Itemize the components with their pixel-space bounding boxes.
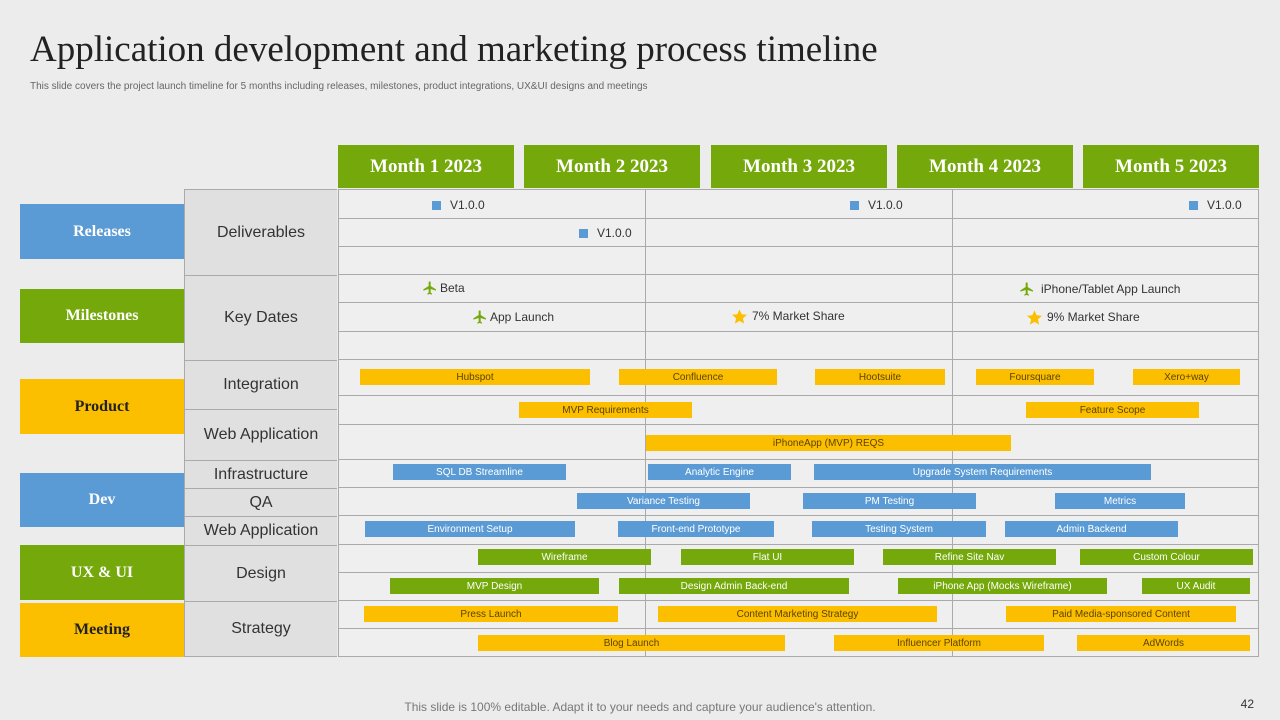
task-bar: Upgrade System Requirements	[814, 464, 1151, 480]
task-bar: Blog Launch	[478, 635, 785, 651]
subcategory-strategy: Strategy	[185, 601, 337, 657]
category-product: Product	[20, 379, 184, 434]
category-dev: Dev	[20, 473, 184, 527]
square-marker-icon	[579, 228, 588, 238]
task-bar: Confluence	[619, 369, 777, 385]
task-bar: Admin Backend	[1005, 521, 1178, 537]
grid-row-line	[338, 424, 1259, 425]
task-bar: Custom Colour	[1080, 549, 1253, 565]
square-marker-icon	[1189, 200, 1198, 210]
task-bar: Design Admin Back-end	[619, 578, 849, 594]
task-bar: MVP Requirements	[519, 402, 692, 418]
deliverable-marker: V1.0.0	[432, 197, 485, 213]
category-milestones: Milestones	[20, 289, 184, 343]
month-header-5: Month 5 2023	[1083, 145, 1259, 188]
grid-row-line	[338, 628, 1259, 629]
square-marker-icon	[432, 200, 441, 210]
subcategory-qa: QA	[185, 488, 337, 516]
task-bar: Xero+way	[1133, 369, 1240, 385]
category-releases: Releases	[20, 204, 184, 259]
task-bar: Metrics	[1055, 493, 1185, 509]
grid-row-line	[338, 359, 1259, 360]
airplane-icon	[473, 310, 486, 324]
month-header-3: Month 3 2023	[711, 145, 887, 188]
task-bar: Front-end Prototype	[618, 521, 774, 537]
grid-row-line	[338, 302, 1259, 303]
key-date-marker: iPhone/Tablet App Launch	[1019, 281, 1180, 297]
key-date-marker: 7% Market Share	[731, 308, 845, 324]
deliverable-marker: V1.0.0	[1189, 197, 1242, 213]
category-ux-ui: UX & UI	[20, 545, 184, 600]
task-bar: iPhoneApp (MVP) REQS	[646, 435, 1011, 451]
subcategory-integration: Integration	[185, 360, 337, 409]
task-bar: Variance Testing	[577, 493, 750, 509]
square-marker-icon	[850, 200, 859, 210]
grid-column-line	[645, 189, 646, 657]
month-header-1: Month 1 2023	[338, 145, 514, 188]
task-bar: MVP Design	[390, 578, 599, 594]
task-bar: Flat UI	[681, 549, 854, 565]
key-date-marker: Beta	[422, 280, 465, 296]
task-bar: Press Launch	[364, 606, 618, 622]
task-bar: Feature Scope	[1026, 402, 1199, 418]
task-bar: Content Marketing Strategy	[658, 606, 937, 622]
grid-row-line	[338, 544, 1259, 545]
grid-row-line	[338, 600, 1259, 601]
footer-note: This slide is 100% editable. Adapt it to…	[404, 700, 876, 714]
task-bar: UX Audit	[1142, 578, 1250, 594]
grid-row-line	[338, 246, 1259, 247]
task-bar: AdWords	[1077, 635, 1250, 651]
task-bar: Testing System	[812, 521, 986, 537]
star-icon	[732, 308, 747, 324]
task-bar: Environment Setup	[365, 521, 575, 537]
subcategory-border	[184, 189, 185, 657]
task-bar: Analytic Engine	[648, 464, 791, 480]
grid-row-line	[338, 274, 1259, 275]
task-bar: Paid Media-sponsored Content	[1006, 606, 1236, 622]
task-bar: Refine Site Nav	[883, 549, 1056, 565]
grid-row-line	[338, 515, 1259, 516]
airplane-icon	[1020, 282, 1033, 296]
key-date-marker: App Launch	[472, 309, 554, 325]
star-icon	[1027, 309, 1042, 325]
task-bar: iPhone App (Mocks Wireframe)	[898, 578, 1107, 594]
category-meeting: Meeting	[20, 603, 184, 657]
grid-row-line	[338, 487, 1259, 488]
month-header-4: Month 4 2023	[897, 145, 1073, 188]
deliverable-marker: V1.0.0	[579, 225, 632, 241]
grid-row-line	[338, 218, 1259, 219]
subcategory-web-application: Web Application	[185, 409, 337, 460]
key-date-marker: 9% Market Share	[1026, 309, 1140, 325]
task-bar: Influencer Platform	[834, 635, 1044, 651]
subcategory-key-dates: Key Dates	[185, 275, 337, 360]
subcategory-web-application-dev: Web Application	[185, 516, 337, 545]
grid-column-line	[952, 189, 953, 657]
grid-row-line	[338, 395, 1259, 396]
slide-title: Application development and marketing pr…	[30, 29, 878, 70]
subcategory-deliverables: Deliverables	[185, 189, 337, 275]
grid-row-line	[338, 572, 1259, 573]
task-bar: Hootsuite	[815, 369, 945, 385]
task-bar: PM Testing	[803, 493, 976, 509]
month-header-2: Month 2 2023	[524, 145, 700, 188]
grid-row-line	[338, 459, 1259, 460]
task-bar: Foursquare	[976, 369, 1094, 385]
subcategory-design: Design	[185, 545, 337, 601]
subcategory-infrastructure: Infrastructure	[185, 460, 337, 488]
deliverable-marker: V1.0.0	[850, 197, 903, 213]
page-number: 42	[1240, 697, 1254, 711]
task-bar: SQL DB Streamline	[393, 464, 566, 480]
grid-row-line	[338, 331, 1259, 332]
airplane-icon	[423, 281, 436, 295]
task-bar: Wireframe	[478, 549, 651, 565]
slide-subtitle: This slide covers the project launch tim…	[30, 81, 648, 92]
task-bar: Hubspot	[360, 369, 590, 385]
